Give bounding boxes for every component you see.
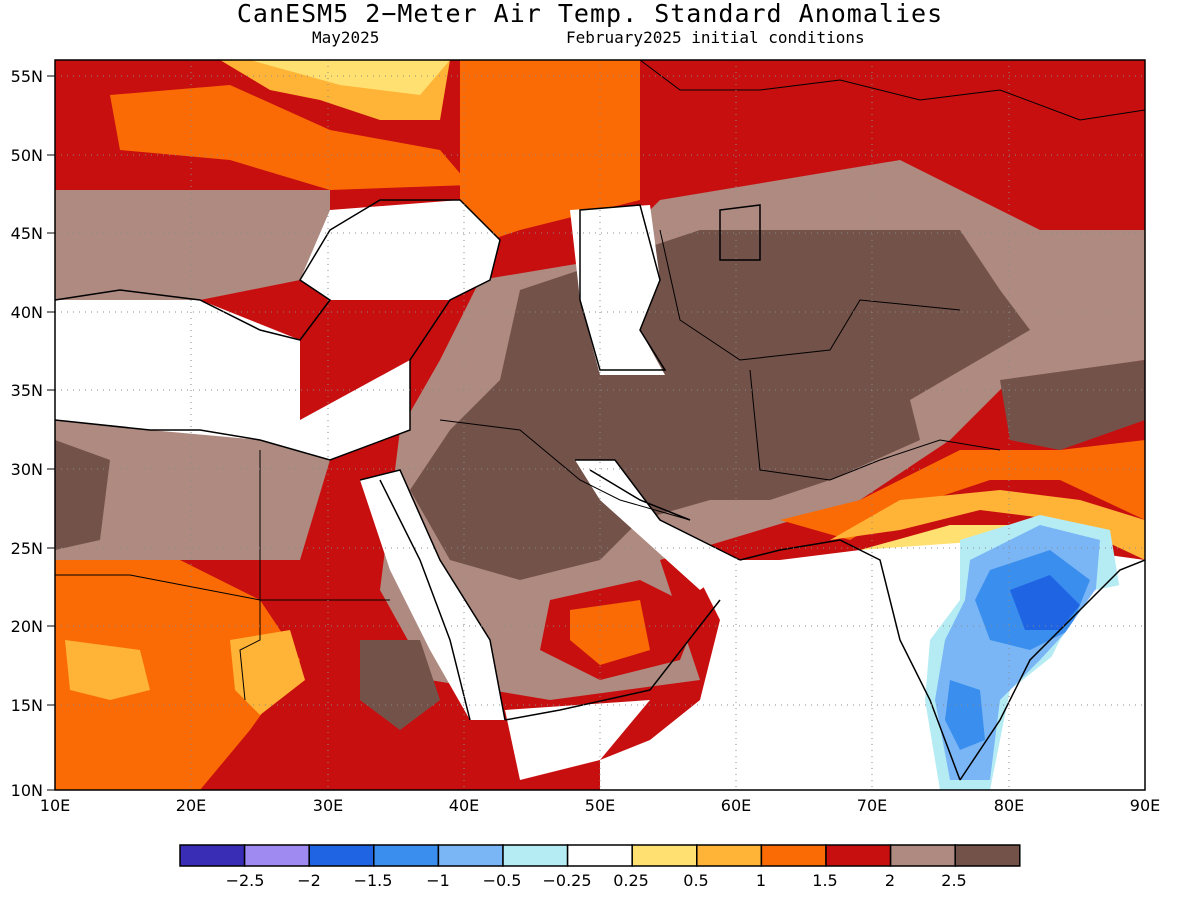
lon-tick-label: 50E (585, 796, 615, 815)
border-line (639, 60, 1145, 121)
lat-tick-label: 10N (11, 781, 43, 800)
colorbar-swatch (373, 844, 440, 867)
lon-tick-label: 20E (176, 796, 206, 815)
india-cool-core (1010, 575, 1080, 630)
country-borders (55, 60, 1145, 701)
africa-yellow-region-b (230, 630, 305, 715)
sahara-brown-region (55, 420, 330, 560)
colorbar-swatch (437, 844, 504, 867)
red-sea-coast (359, 469, 506, 721)
colorbar-label: 2.5 (941, 871, 966, 890)
lon-tick-label: 80E (994, 796, 1024, 815)
gulf-of-aden-mask (505, 700, 650, 780)
lat-tick-label: 55N (11, 67, 43, 86)
lat-tick-label: 30N (11, 460, 43, 479)
colorbar-swatch (308, 844, 375, 867)
colorbar-label: −2.5 (226, 871, 265, 890)
latitude-axis: 55N 50N 45N 40N 35N 30N 25N 20N 15N 10N (11, 67, 43, 800)
colorbar-label: −1 (426, 871, 450, 890)
persian-gulf-coast (575, 459, 741, 561)
longitude-axis: 10E 20E 30E 40E 50E 60E 70E 80E 90E (40, 796, 1160, 815)
colorbar-label: 2 (885, 871, 895, 890)
colorbar-label: 0.5 (683, 871, 708, 890)
lat-tick-label: 20N (11, 617, 43, 636)
colorbar-label: −0.5 (483, 871, 522, 890)
lat-tick-label: 15N (11, 696, 43, 715)
colorbar-swatch (243, 844, 310, 867)
anomaly-field (55, 60, 1145, 790)
map-frame (54, 59, 1146, 791)
bay-of-bengal-mask (1005, 580, 1145, 790)
colorbar-label: 1 (756, 871, 766, 890)
arabia-iran-dark-brown-region (410, 230, 1030, 580)
colorbar (179, 844, 1021, 867)
lon-tick-label: 10E (40, 796, 70, 815)
lat-tick-label: 40N (11, 303, 43, 322)
india-south-cool-region (945, 680, 985, 750)
border-line (239, 450, 261, 701)
mediterranean-coast (55, 199, 501, 461)
border-line (439, 419, 691, 521)
colorbar-label: −1.5 (354, 871, 393, 890)
border-line (749, 369, 1001, 481)
colorbar-labels: −2.5 −2 −1.5 −1 −0.5 −0.25 0.25 0.5 1 1.… (226, 871, 967, 890)
arabian-sea-mask (600, 560, 790, 790)
himalaya-orange-band (780, 440, 1145, 540)
lat-tick-label: 50N (11, 146, 43, 165)
colorbar-swatch (825, 844, 892, 867)
colorbar-label: 1.5 (812, 871, 837, 890)
lon-tick-label: 60E (721, 796, 751, 815)
colorbar-swatch (502, 844, 569, 867)
colorbar-swatch (179, 844, 246, 867)
colorbar-swatch (760, 844, 827, 867)
border-line (659, 229, 961, 361)
map-title: CanESM5 2−Meter Air Temp. Standard Anoma… (236, 0, 944, 28)
latitude-ticks (47, 75, 55, 791)
sudan-dark-brown-region (360, 640, 440, 730)
colorbar-label: −0.25 (542, 871, 591, 890)
south-asia-coast (504, 539, 1145, 781)
caucasus-orange-region (460, 60, 640, 250)
black-sea-mask (300, 200, 500, 300)
tibet-dark-brown-region (1000, 360, 1145, 450)
initial-conditions-label: February2025 initial conditions (566, 28, 865, 47)
forecast-month: May2025 (312, 28, 380, 47)
himalaya-yellow-band (830, 490, 1145, 560)
coastlines (55, 199, 1145, 781)
africa-orange-region (55, 560, 300, 790)
lat-tick-label: 25N (11, 539, 43, 558)
aral-sea-coast (719, 204, 761, 261)
lon-tick-label: 30E (313, 796, 343, 815)
europe-orange-region (110, 85, 470, 190)
europe-light-yellow-region (250, 60, 450, 95)
lon-tick-label: 70E (857, 796, 887, 815)
sahara-dark-brown-region (55, 440, 110, 550)
colorbar-label: 0.25 (613, 871, 649, 890)
colorbar-label: −2 (297, 871, 321, 890)
colorbar-swatch (954, 844, 1021, 867)
lon-tick-label: 40E (449, 796, 479, 815)
colorbar-swatch (631, 844, 698, 867)
lat-tick-label: 45N (11, 224, 43, 243)
arabia-orange-region (570, 600, 650, 665)
balkans-brown-region (55, 190, 330, 300)
colorbar-swatch (889, 844, 956, 867)
lon-tick-label: 90E (1130, 796, 1160, 815)
colorbar-swatch (696, 844, 763, 867)
persian-gulf-mask (575, 460, 740, 590)
lat-tick-label: 35N (11, 381, 43, 400)
mediterranean-mask (55, 300, 410, 460)
colorbar-swatch (566, 844, 633, 867)
africa-yellow-region-a (65, 640, 150, 700)
